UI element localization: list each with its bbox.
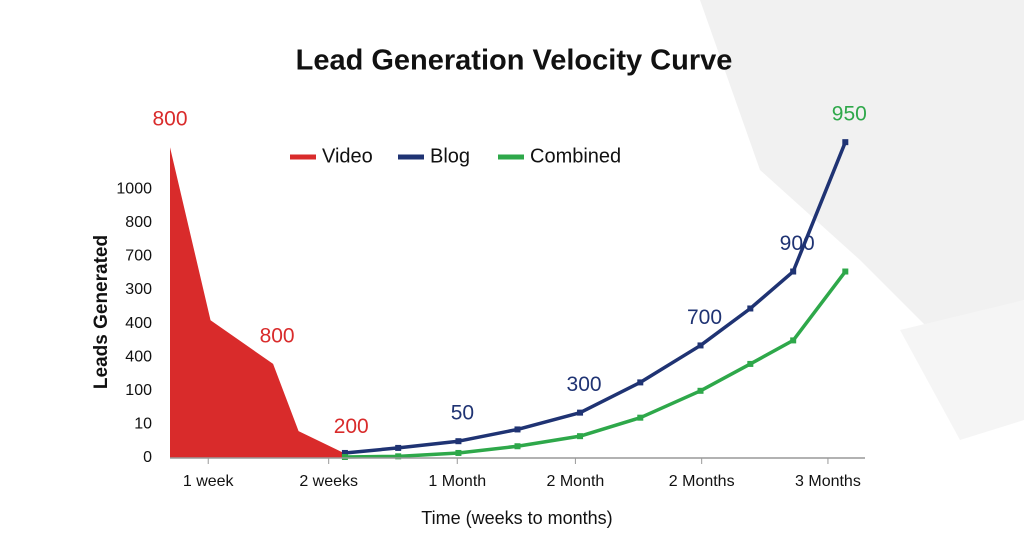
y-tick-label: 100 <box>125 382 152 399</box>
marker <box>455 438 462 445</box>
x-tick-label: 1 week <box>183 473 235 490</box>
x-tick-label: 2 Month <box>547 473 605 490</box>
x-tick-label: 2 weeks <box>299 473 358 490</box>
decor-shape <box>900 300 1024 440</box>
marker <box>747 305 754 312</box>
area <box>170 147 348 458</box>
marker <box>341 449 348 456</box>
decor-shape <box>700 0 1024 330</box>
line <box>344 270 847 459</box>
legend-label: Combined <box>530 145 621 167</box>
marker <box>637 379 644 386</box>
marker <box>790 268 797 275</box>
data-label: 200 <box>334 415 369 438</box>
marker <box>842 268 849 275</box>
y-tick-label: 700 <box>125 248 152 265</box>
y-tick-label: 10 <box>134 416 152 433</box>
marker <box>514 443 521 450</box>
marker <box>697 387 704 394</box>
data-label: 50 <box>451 402 474 425</box>
marker <box>637 414 644 421</box>
y-tick-label: 400 <box>125 348 152 365</box>
marker <box>790 337 797 344</box>
x-tick-label: 3 Months <box>795 473 861 490</box>
marker <box>395 444 402 451</box>
x-axis-title: Time (weeks to months) <box>421 508 612 528</box>
x-tick-label: 2 Months <box>669 473 735 490</box>
background-decoration <box>700 0 1024 440</box>
y-tick-label: 800 <box>125 214 152 231</box>
data-label: 950 <box>832 103 867 126</box>
y-tick-label: 400 <box>125 315 152 332</box>
legend-label: Video <box>322 145 373 167</box>
y-tick-label: 0 <box>143 449 152 466</box>
data-label: 900 <box>780 232 815 255</box>
data-label: 800 <box>260 324 295 347</box>
x-tick-label: 1 Month <box>428 473 486 490</box>
marker <box>842 139 849 146</box>
marker <box>697 342 704 349</box>
y-axis-title: Leads Generated <box>91 235 112 389</box>
marker <box>577 433 584 440</box>
marker <box>395 453 402 460</box>
marker <box>455 449 462 456</box>
data-label: 300 <box>567 373 602 396</box>
marker <box>747 360 754 367</box>
legend-label: Blog <box>430 145 470 167</box>
data-label: 800 <box>152 108 187 131</box>
y-tick-label: 1000 <box>116 180 152 197</box>
y-tick-label: 300 <box>125 281 152 298</box>
marker <box>577 409 584 416</box>
line <box>344 141 847 455</box>
chart-title: Lead Generation Velocity Curve <box>296 45 733 77</box>
marker <box>341 453 348 460</box>
data-label: 700 <box>687 306 722 329</box>
marker <box>514 426 521 433</box>
